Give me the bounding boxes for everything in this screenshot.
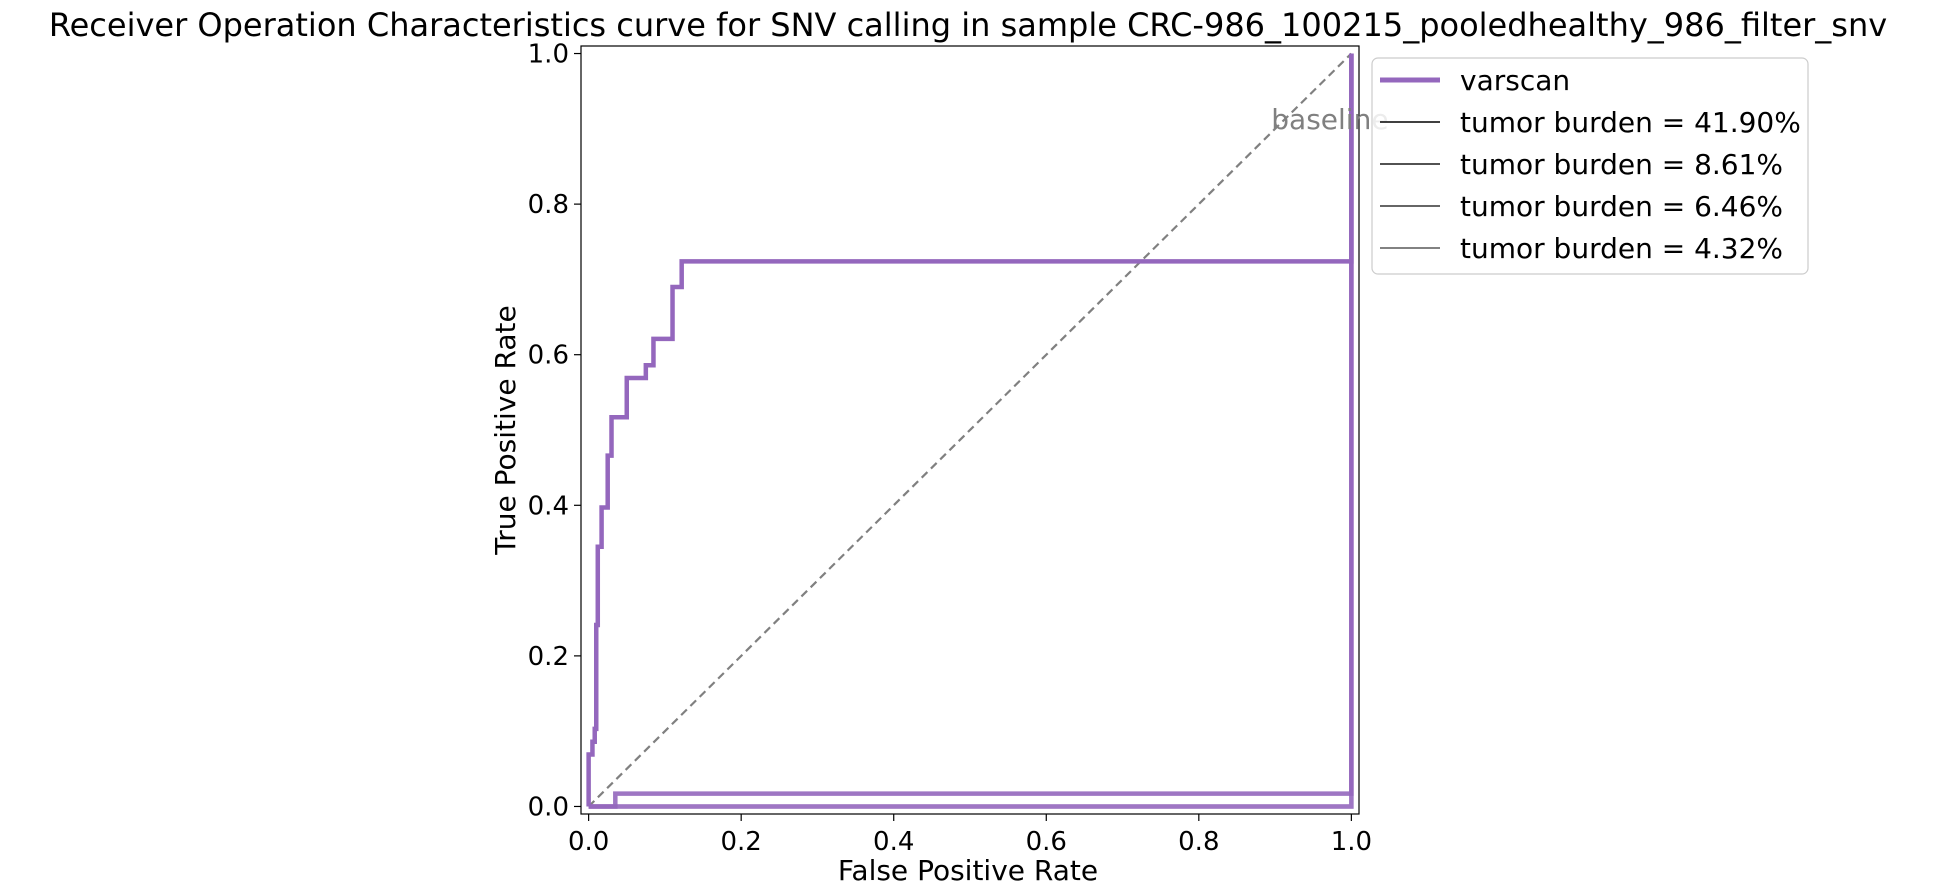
baseline-line — [587, 52, 1353, 808]
legend-items: varscan tumor burden = 41.90% tumor burden… — [1380, 64, 1801, 265]
y-tick-label: 1.0 — [528, 40, 569, 70]
y-tick-label: 0.0 — [528, 792, 569, 822]
y-tick-label: 0.8 — [528, 190, 569, 220]
baseline-label: baseline — [1271, 103, 1388, 136]
y-tick-label: 0.4 — [528, 491, 569, 521]
roc-curve-1 — [586, 53, 1354, 807]
legend-label: tumor burden = 41.90% — [1460, 106, 1801, 139]
roc-curve-2 — [588, 53, 1354, 809]
x-axis: 0.0 0.2 0.4 0.6 0.8 1.0 — [568, 814, 1372, 857]
x-tick-label: 0.0 — [568, 827, 609, 857]
legend-label: tumor burden = 8.61% — [1460, 148, 1783, 181]
legend-label: tumor burden = 4.32% — [1460, 232, 1783, 265]
x-tick-label: 0.2 — [720, 827, 761, 857]
y-axis-label: True Positive Rate — [489, 305, 522, 555]
x-tick-label: 0.4 — [873, 827, 914, 857]
plot-area: baseline — [580, 45, 1389, 815]
legend: varscan tumor burden = 41.90% tumor burden… — [1371, 57, 1809, 275]
legend-frame — [1371, 57, 1809, 275]
y-tick-label: 0.6 — [528, 341, 569, 371]
x-axis-label: False Positive Rate — [838, 854, 1098, 887]
y-axis: 0.0 0.2 0.4 0.6 0.8 1.0 — [528, 40, 581, 822]
series-layer — [586, 52, 1354, 809]
x-tick-label: 0.6 — [1026, 827, 1067, 857]
legend-label: varscan — [1460, 64, 1570, 97]
x-tick-label: 0.8 — [1178, 827, 1219, 857]
y-tick-label: 0.2 — [528, 642, 569, 672]
x-tick-label: 1.0 — [1331, 827, 1372, 857]
chart-title: Receiver Operation Characteristics curve… — [49, 6, 1887, 44]
legend-label: tumor burden = 6.46% — [1460, 190, 1783, 223]
